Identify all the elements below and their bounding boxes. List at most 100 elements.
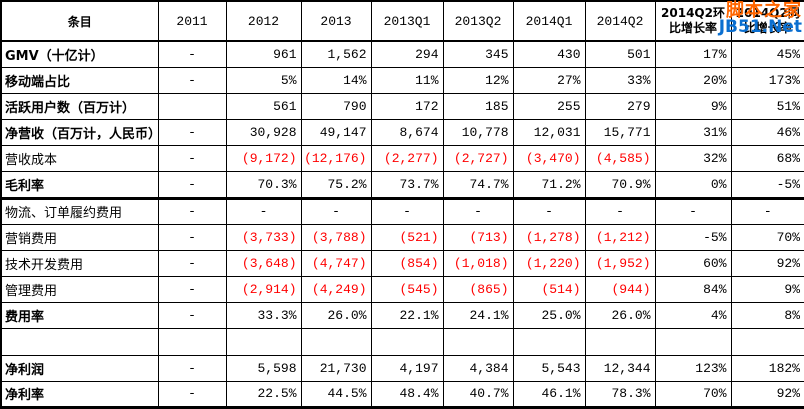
table-cell <box>157 92 227 121</box>
table-cell: 561 <box>225 92 302 121</box>
table-cell: 173% <box>730 66 804 94</box>
row-label: 营收成本 <box>0 145 159 173</box>
table-row: 管理费用 - (2,914) (4,249) (545) (865) (514) (944) 8… <box>0 276 804 304</box>
table-cell: 78.3% <box>584 380 656 409</box>
table-cell: 26.0% <box>300 302 372 330</box>
table-cell: (865) <box>442 276 514 304</box>
table-cell: - <box>300 197 372 225</box>
table-row: 毛利率 -70.3% 75.2% 73.7% 74.7% 71.2% 70.9% 0% -5% <box>0 171 804 200</box>
table-cell: - <box>442 197 514 225</box>
table-cell: 5% <box>225 66 302 94</box>
table-cell: (2,277) <box>370 145 444 173</box>
table-cell: (1,952) <box>584 249 656 278</box>
header-row: 条目 2011 2012 2013 2013Q1 2013Q2 2014Q1 2014Q2 20… <box>0 0 804 42</box>
table-cell: 70.9% <box>584 171 656 200</box>
table-cell: 14% <box>300 66 372 94</box>
table-cell: - <box>512 197 586 225</box>
table-cell: 92% <box>730 380 804 409</box>
column-header: 2013Q1 <box>370 0 444 42</box>
table-cell <box>157 328 227 356</box>
table-cell: 70.3% <box>225 171 302 200</box>
table-cell: -5% <box>730 171 804 200</box>
table-cell: 12% <box>442 66 514 94</box>
table-cell: 30,928 <box>225 119 302 147</box>
table-cell: - <box>157 119 227 147</box>
table-cell: (9,172) <box>225 145 302 173</box>
table-cell: 45% <box>730 40 804 68</box>
table-row: GMV（十亿计） -961 1,562 294 345 430 501 17% 45% <box>0 40 804 68</box>
table-cell: 26.0% <box>584 302 656 330</box>
row-label: 费用率 <box>0 302 159 330</box>
table-cell: (1,278) <box>512 223 586 251</box>
table-row: 技术开发费用 - (3,648) (4,747) (854) (1,018) (1,220)… <box>0 249 804 278</box>
column-header-item: 条目 <box>0 0 159 42</box>
table-cell: 70% <box>654 380 732 409</box>
table-cell: - <box>730 197 804 225</box>
table-cell: 24.1% <box>442 302 514 330</box>
table-cell: 294 <box>370 40 444 68</box>
column-header: 2014Q2 <box>584 0 656 42</box>
table-cell: 46% <box>730 119 804 147</box>
table-row: 净利率 -22.5% 44.5% 48.4% 40.7% 46.1% 78.3% 70% 92% <box>0 380 804 409</box>
table-cell <box>654 328 732 356</box>
table-cell: 12,031 <box>512 119 586 147</box>
table-row: 净营收（百万计，人民币） -30,928 49,147 8,674 10,778 12,0… <box>0 119 804 147</box>
table-row: 营销费用 - (3,733) (3,788) (521) (713) (1,278) (1,2… <box>0 223 804 251</box>
table-cell: 33% <box>584 66 656 94</box>
table-cell: 33.3% <box>225 302 302 330</box>
table-cell: - <box>157 276 227 304</box>
row-label: 净利润 <box>0 354 159 382</box>
table-cell: 31% <box>654 119 732 147</box>
table-cell: (944) <box>584 276 656 304</box>
table-cell: (3,733) <box>225 223 302 251</box>
row-label: 物流、订单履约费用 <box>0 197 159 225</box>
table-cell: 75.2% <box>300 171 372 200</box>
table-cell: (3,788) <box>300 223 372 251</box>
table-cell: 0% <box>654 171 732 200</box>
table-cell: - <box>157 171 227 200</box>
table-cell: 5,543 <box>512 354 586 382</box>
table-cell <box>300 328 372 356</box>
table-cell: 279 <box>584 92 656 121</box>
table-cell: 21,730 <box>300 354 372 382</box>
table-cell: (521) <box>370 223 444 251</box>
table-cell: 46.1% <box>512 380 586 409</box>
table-cell: (4,585) <box>584 145 656 173</box>
table-row: 营收成本 - (9,172) (12,176) (2,277) (2,727) (3,470… <box>0 145 804 173</box>
table-cell: 255 <box>512 92 586 121</box>
table-cell: 40.7% <box>442 380 514 409</box>
table-cell: 11% <box>370 66 444 94</box>
table-cell: 9% <box>730 276 804 304</box>
table-cell: - <box>157 197 227 225</box>
table-cell: 49,147 <box>300 119 372 147</box>
table-cell: - <box>157 354 227 382</box>
table-cell: (12,176) <box>300 145 372 173</box>
table-cell: (514) <box>512 276 586 304</box>
table-cell: (1,220) <box>512 249 586 278</box>
column-header: 2012 <box>225 0 302 42</box>
table-cell: 20% <box>654 66 732 94</box>
row-label: GMV（十亿计） <box>0 40 159 68</box>
table-cell: - <box>157 223 227 251</box>
table-cell: 27% <box>512 66 586 94</box>
table-cell: - <box>584 197 656 225</box>
table-cell: - <box>157 302 227 330</box>
table-cell: 51% <box>730 92 804 121</box>
table-cell: 961 <box>225 40 302 68</box>
table-cell: - <box>157 380 227 409</box>
row-label: 活跃用户数（百万计） <box>0 92 159 121</box>
table-cell: - <box>370 197 444 225</box>
table-cell: 73.7% <box>370 171 444 200</box>
table-cell: 12,344 <box>584 354 656 382</box>
row-label: 净利率 <box>0 380 159 409</box>
table-cell: 15,771 <box>584 119 656 147</box>
table-cell: 8% <box>730 302 804 330</box>
table-cell: 10,778 <box>442 119 514 147</box>
column-header: 2014Q2同比增长率 <box>730 0 804 42</box>
row-label: 管理费用 <box>0 276 159 304</box>
column-header: 2014Q1 <box>512 0 586 42</box>
table-cell: 48.4% <box>370 380 444 409</box>
table-cell: (3,470) <box>512 145 586 173</box>
table-cell: 71.2% <box>512 171 586 200</box>
